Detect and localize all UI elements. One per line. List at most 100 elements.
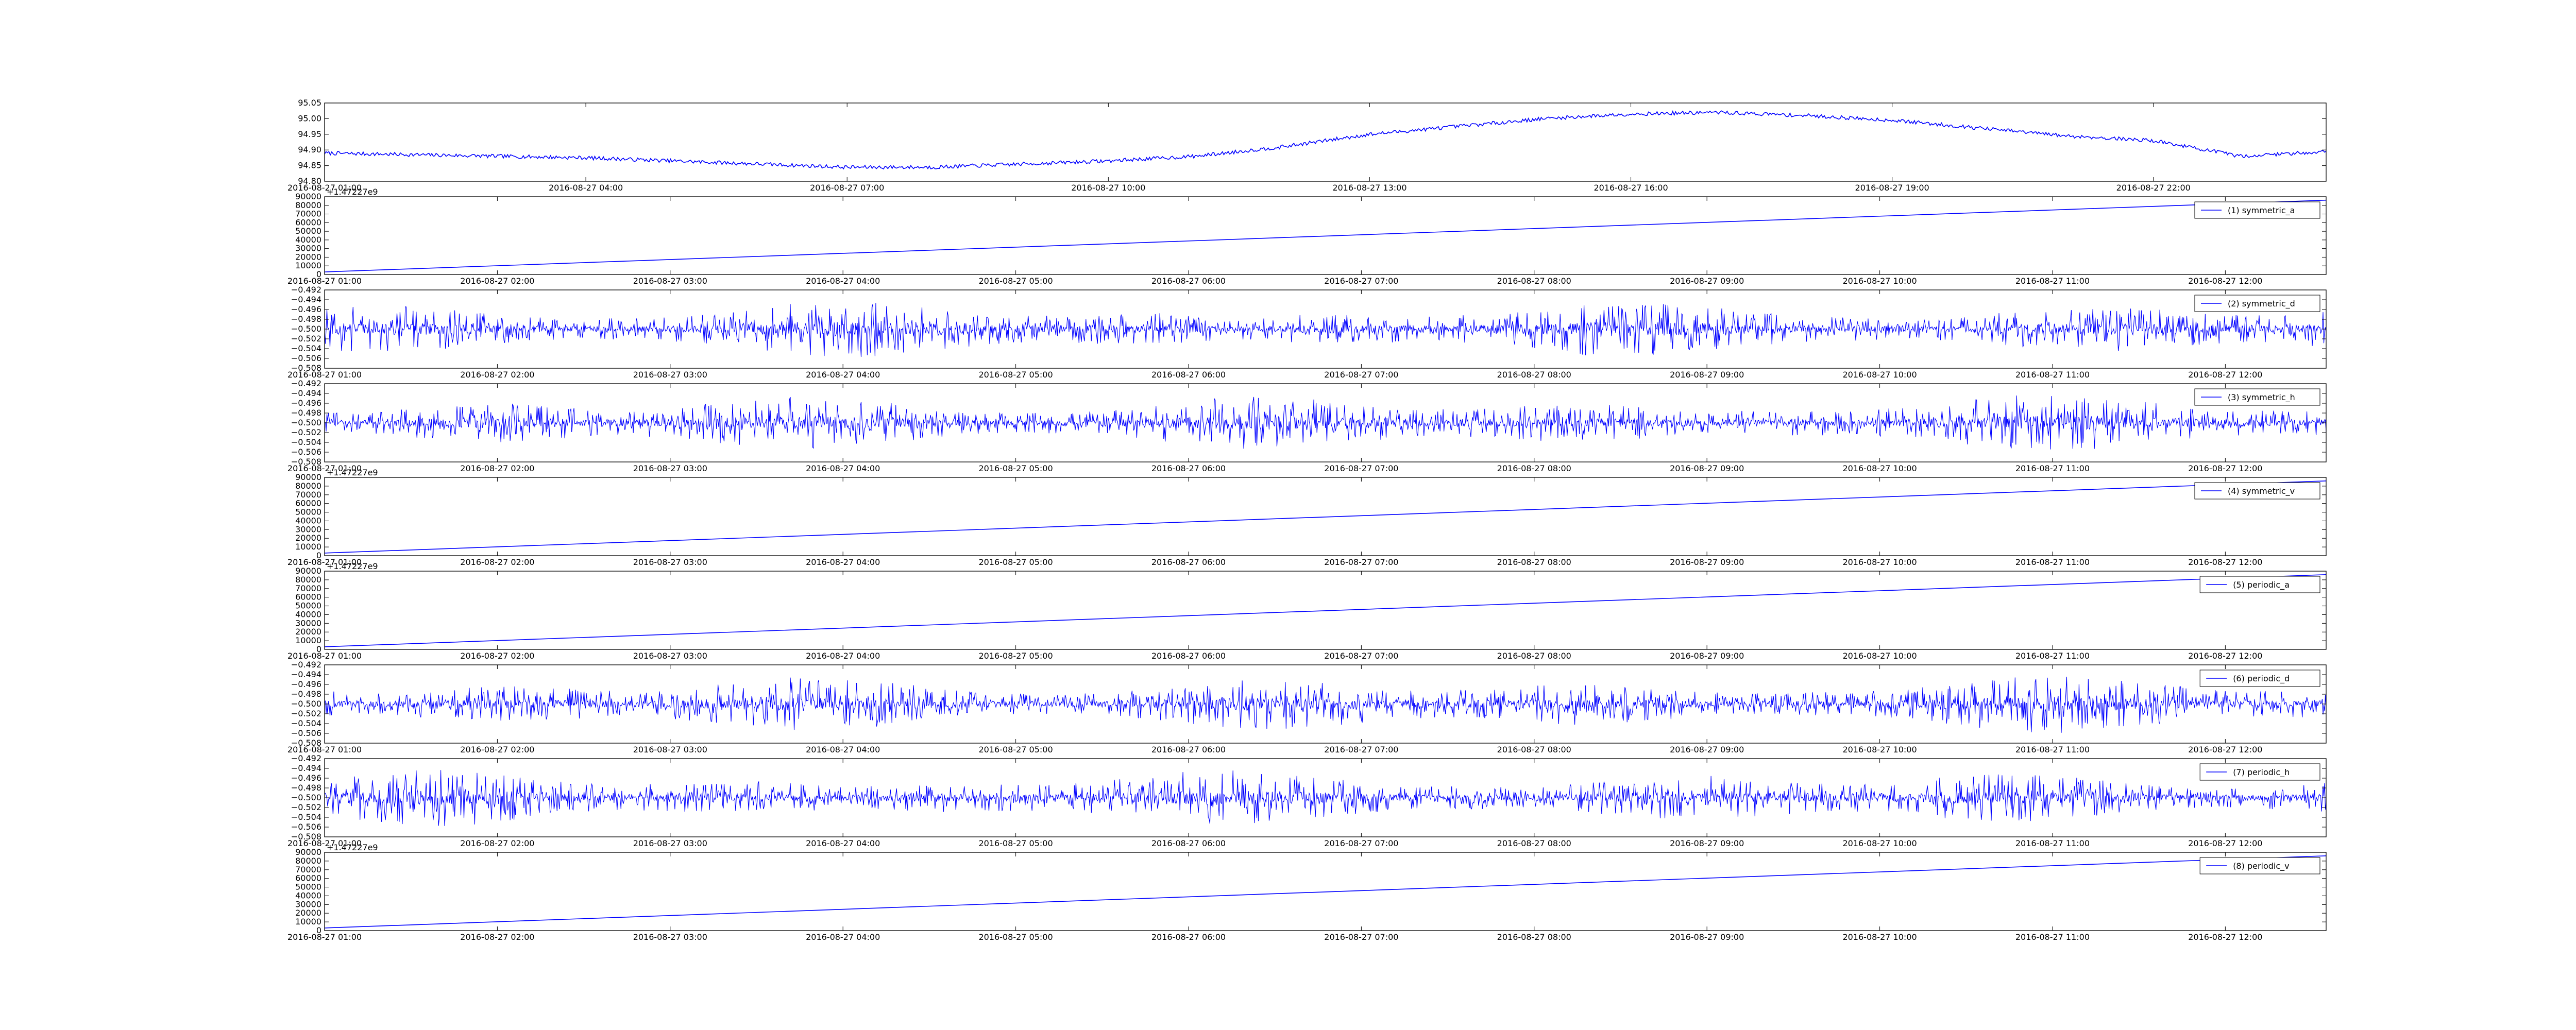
x-tick-label: 2016-08-27 04:00 xyxy=(806,557,880,567)
y-tick-label: −0.506 xyxy=(291,728,321,738)
x-tick-label: 2016-08-27 12:00 xyxy=(2188,276,2262,286)
x-tick-label: 2016-08-27 12:00 xyxy=(2188,370,2262,380)
y-tick-label: −0.502 xyxy=(291,709,321,718)
x-tick-label: 2016-08-27 10:00 xyxy=(1842,464,1917,473)
y-tick-label: 40000 xyxy=(295,890,321,900)
x-tick-label: 2016-08-27 07:00 xyxy=(1324,370,1398,380)
x-tick-label: 2016-08-27 09:00 xyxy=(1670,370,1744,380)
y-tick-label: −0.500 xyxy=(291,324,321,334)
panel-8: 0100002000030000400005000060000700008000… xyxy=(287,843,2327,942)
y-tick-label: −0.498 xyxy=(291,408,321,418)
x-tick-label: 2016-08-27 02:00 xyxy=(460,557,534,567)
y-tick-label: 60000 xyxy=(295,592,321,602)
y-tick-label: 94.90 xyxy=(298,145,321,154)
x-tick-label: 2016-08-27 04:00 xyxy=(549,183,623,193)
x-tick-label: 2016-08-27 07:00 xyxy=(1324,838,1398,848)
y-tick-label: −0.494 xyxy=(291,388,321,398)
y-tick-label: 90000 xyxy=(295,472,321,482)
y-tick-label: 40000 xyxy=(295,516,321,525)
y-tick-label: −0.492 xyxy=(291,753,321,763)
y-tick-label: 90000 xyxy=(295,847,321,857)
y-tick-label: 50000 xyxy=(295,226,321,236)
panel-5: 0100002000030000400005000060000700008000… xyxy=(287,561,2327,661)
y-tick-label: −0.500 xyxy=(291,793,321,802)
x-tick-label: 2016-08-27 03:00 xyxy=(633,932,707,942)
y-tick-label: −0.494 xyxy=(291,670,321,679)
y-tick-label: 30000 xyxy=(295,244,321,253)
y-tick-label: 80000 xyxy=(295,856,321,866)
y-tick-label: 0 xyxy=(316,644,321,654)
x-tick-label: 2016-08-27 04:00 xyxy=(806,651,880,661)
x-tick-label: 2016-08-27 04:00 xyxy=(806,932,880,942)
x-tick-label: 2016-08-27 08:00 xyxy=(1497,464,1571,473)
x-tick-label: 2016-08-27 01:00 xyxy=(287,838,362,848)
y-tick-label: 30000 xyxy=(295,618,321,628)
x-tick-label: 2016-08-27 12:00 xyxy=(2188,838,2262,848)
x-tick-label: 2016-08-27 11:00 xyxy=(2015,651,2090,661)
x-tick-label: 2016-08-27 12:00 xyxy=(2188,557,2262,567)
series-line-5 xyxy=(324,574,2327,647)
x-tick-label: 2016-08-27 11:00 xyxy=(2015,932,2090,942)
x-tick-label: 2016-08-27 10:00 xyxy=(1842,557,1917,567)
x-tick-label: 2016-08-27 04:00 xyxy=(806,838,880,848)
y-tick-label: 80000 xyxy=(295,200,321,210)
series-line-2 xyxy=(324,303,2327,357)
x-tick-label: 2016-08-27 06:00 xyxy=(1151,745,1226,754)
y-tick-label: −0.508 xyxy=(291,457,321,467)
x-tick-label: 2016-08-27 08:00 xyxy=(1497,932,1571,942)
x-tick-label: 2016-08-27 12:00 xyxy=(2188,745,2262,754)
x-tick-label: 2016-08-27 05:00 xyxy=(978,838,1053,848)
x-tick-label: 2016-08-27 02:00 xyxy=(460,370,534,380)
x-tick-label: 2016-08-27 12:00 xyxy=(2188,932,2262,942)
y-tick-label: 95.05 xyxy=(298,98,321,108)
series-line-8 xyxy=(324,855,2327,929)
y-tick-label: −0.508 xyxy=(291,363,321,373)
y-tick-label: 40000 xyxy=(295,235,321,245)
x-tick-label: 2016-08-27 07:00 xyxy=(1324,745,1398,754)
x-tick-label: 2016-08-27 07:00 xyxy=(1324,464,1398,473)
x-tick-label: 2016-08-27 16:00 xyxy=(1594,183,1668,193)
x-tick-label: 2016-08-27 07:00 xyxy=(810,183,884,193)
legend-1: (1) symmetric_a xyxy=(2194,201,2320,219)
y-tick-label: −0.504 xyxy=(291,812,321,822)
y-tick-label: −0.492 xyxy=(291,379,321,388)
x-tick-label: 2016-08-27 04:00 xyxy=(806,276,880,286)
x-tick-label: 2016-08-27 10:00 xyxy=(1842,745,1917,754)
x-tick-label: 2016-08-27 12:00 xyxy=(2188,464,2262,473)
x-tick-label: 2016-08-27 10:00 xyxy=(1842,276,1917,286)
panel-3: −0.508−0.506−0.504−0.502−0.500−0.498−0.4… xyxy=(287,379,2327,473)
y-tick-label: 10000 xyxy=(295,261,321,270)
x-tick-label: 2016-08-27 08:00 xyxy=(1497,557,1571,567)
series-line-3 xyxy=(324,395,2327,450)
y-tick-label: −0.508 xyxy=(291,832,321,842)
x-tick-label: 2016-08-27 05:00 xyxy=(978,745,1053,754)
x-tick-label: 2016-08-27 09:00 xyxy=(1670,745,1744,754)
y-tick-label: −0.496 xyxy=(291,679,321,689)
legend-label: (2) symmetric_d xyxy=(2228,299,2295,309)
x-tick-label: 2016-08-27 08:00 xyxy=(1497,370,1571,380)
x-tick-label: 2016-08-27 04:00 xyxy=(806,370,880,380)
y-tick-label: 20000 xyxy=(295,627,321,637)
x-tick-label: 2016-08-27 07:00 xyxy=(1324,557,1398,567)
y-tick-label: −0.502 xyxy=(291,334,321,344)
x-tick-label: 2016-08-27 19:00 xyxy=(1855,183,1929,193)
y-tick-label: 80000 xyxy=(295,575,321,585)
y-tick-label: 10000 xyxy=(295,542,321,552)
y-tick-label: −0.506 xyxy=(291,447,321,457)
y-tick-label: 20000 xyxy=(295,252,321,262)
y-tick-label: −0.498 xyxy=(291,783,321,793)
y-tick-label: 80000 xyxy=(295,481,321,491)
x-tick-label: 2016-08-27 08:00 xyxy=(1497,651,1571,661)
x-tick-label: 2016-08-27 11:00 xyxy=(2015,464,2090,473)
legend-label: (5) periodic_a xyxy=(2233,580,2290,590)
x-tick-label: 2016-08-27 08:00 xyxy=(1497,838,1571,848)
y-tick-label: −0.494 xyxy=(291,763,321,773)
y-tick-label: 94.85 xyxy=(298,161,321,170)
y-tick-label: −0.506 xyxy=(291,353,321,363)
x-tick-label: 2016-08-27 11:00 xyxy=(2015,370,2090,380)
x-tick-label: 2016-08-27 06:00 xyxy=(1151,838,1226,848)
x-tick-label: 2016-08-27 03:00 xyxy=(633,838,707,848)
y-tick-label: 94.95 xyxy=(298,129,321,139)
x-tick-label: 2016-08-27 09:00 xyxy=(1670,651,1744,661)
